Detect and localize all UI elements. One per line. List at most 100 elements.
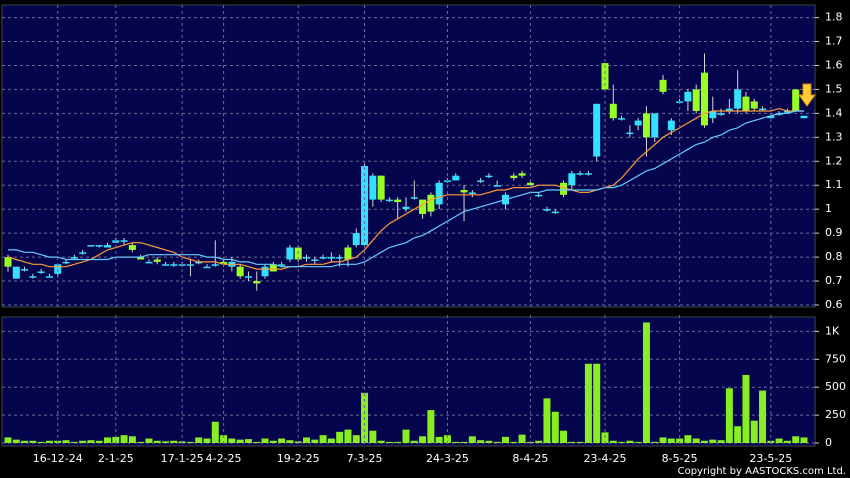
volume-bar: [651, 441, 659, 443]
candle-body: [104, 245, 111, 248]
volume-bar: [734, 426, 742, 443]
candle-body: [535, 194, 543, 197]
volume-bar: [593, 363, 601, 443]
volume-bar: [626, 440, 634, 443]
volume-bar: [435, 436, 443, 443]
volume-bar: [261, 438, 269, 443]
candle-body: [410, 197, 418, 199]
candle-body: [543, 209, 551, 211]
volume-bar: [269, 440, 277, 443]
volume-bar: [62, 440, 70, 443]
y-tick-label: 1.6: [825, 58, 843, 71]
candle-body: [477, 180, 485, 182]
volume-bar: [211, 421, 219, 443]
candle-body: [510, 175, 518, 179]
candle-body: [319, 257, 327, 259]
candle-body: [684, 91, 692, 102]
candle-body: [667, 120, 675, 131]
candle-body: [87, 245, 95, 247]
volume-bar: [684, 435, 692, 443]
candle-body: [775, 113, 783, 115]
candle-body: [303, 257, 310, 259]
candle-body: [659, 79, 667, 92]
volume-bar: [634, 441, 642, 443]
volume-bar: [253, 441, 261, 443]
candle-body: [767, 115, 775, 119]
candle-body: [369, 175, 377, 200]
volume-bar: [750, 420, 758, 443]
volume-bar: [12, 439, 20, 443]
y-tick-label: 1: [825, 202, 832, 215]
volume-bar: [460, 441, 468, 443]
y-tick-label: 1.5: [825, 82, 843, 95]
y-tick-label: 0.9: [825, 226, 843, 239]
volume-bar: [162, 441, 170, 443]
candle-body: [244, 276, 252, 278]
plot-layer: 0.6 0.7 0.8 0.9 1 1.1 1.2 1.3 1.4 1.5 1.6 1.7 1.8 0 25…: [2, 5, 846, 465]
volume-bar: [493, 441, 501, 443]
volume-bar: [502, 436, 509, 443]
x-tick-label: 8-5-25: [662, 452, 698, 465]
candle-body: [4, 257, 12, 267]
volume-bar: [535, 440, 543, 443]
y-tick-label: 1.3: [825, 130, 843, 143]
candle-body: [37, 271, 45, 273]
volume-bar: [236, 439, 244, 443]
candle-body: [153, 259, 161, 262]
volume-bar: [137, 441, 145, 443]
volume-bar: [468, 436, 476, 443]
volume-bar: [568, 441, 576, 443]
volume-bar: [584, 363, 592, 443]
candle-body: [385, 199, 393, 202]
volume-bar: [21, 440, 29, 443]
volume-bar: [742, 374, 750, 443]
candle-body: [460, 190, 468, 193]
volume-bar: [170, 440, 178, 443]
candle-body: [236, 266, 244, 277]
y-tick-label: 1.7: [825, 35, 843, 48]
candle-body: [95, 245, 103, 247]
candle-body: [435, 182, 443, 205]
candle-body: [618, 118, 626, 120]
candle-body: [186, 264, 194, 266]
candle-body: [29, 276, 37, 278]
volume-bar: [128, 436, 136, 443]
candle-body: [783, 110, 791, 113]
x-tick-label: 7-3-25: [347, 452, 383, 465]
volume-bar: [485, 440, 493, 443]
x-tick-label: 24-3-25: [426, 452, 469, 465]
candle-body: [327, 257, 335, 259]
candle-body: [402, 206, 410, 210]
volume-bar: [145, 438, 153, 443]
candle-body: [452, 175, 460, 181]
candle-body: [12, 266, 20, 279]
candle-body: [609, 103, 617, 119]
x-tick-label: 16-12-24: [33, 452, 83, 465]
volume-bar: [369, 430, 377, 443]
volume-bar: [286, 440, 294, 443]
volume-bar: [377, 440, 385, 443]
y-tick-label: 1.1: [825, 178, 843, 191]
volume-bar: [4, 437, 12, 443]
candle-body: [584, 173, 592, 175]
volume-bar: [410, 440, 418, 443]
candle-body: [717, 113, 725, 115]
volume-bar: [186, 441, 194, 443]
candle-body: [742, 96, 750, 111]
volume-bar: [551, 411, 559, 443]
y-tick-label: 0.6: [825, 298, 843, 311]
volume-bar: [576, 441, 584, 443]
candle-body: [62, 261, 70, 264]
volume-bar: [311, 439, 319, 443]
candle-body: [70, 257, 78, 259]
y-tick-label: 500: [825, 380, 846, 393]
candle-body: [394, 199, 402, 203]
candle-body: [601, 63, 609, 90]
candle-body: [120, 240, 128, 242]
candle-body: [626, 132, 634, 135]
volume-bar: [244, 439, 252, 443]
volume-bar: [79, 440, 87, 443]
volume-bar: [560, 430, 568, 443]
candle-body: [568, 173, 576, 186]
candle-body: [311, 259, 319, 261]
